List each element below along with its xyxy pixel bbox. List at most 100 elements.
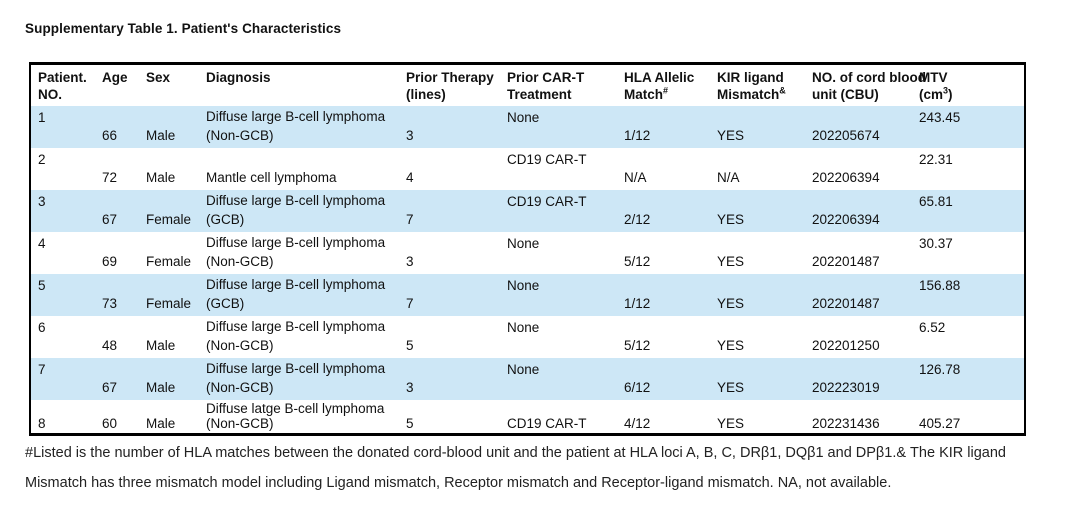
diagnosis-value: Mantle cell lymphoma [206, 170, 337, 185]
cell-prior-therapy-lines: 3 [406, 358, 507, 400]
patient-no-value: 1 [38, 110, 46, 125]
cell-cord-blood-unit-no: 202201487 [812, 274, 919, 316]
header-line: Prior Therapy [406, 70, 494, 85]
age-value: 66 [102, 128, 118, 143]
cell-prior-cart-treatment: CD19 CAR-T [507, 190, 624, 232]
table-row: 1 66 Male Diffuse large B-cell lymphoma (No… [31, 106, 1024, 148]
header-line: Patient. [38, 70, 87, 85]
patient-no-value: 4 [38, 236, 46, 251]
sex-value: Female [146, 254, 192, 269]
cell-diagnosis: Diffuse large B-cell lymphoma (GCB) [206, 274, 406, 316]
diagnosis-value: Diffuse large B-cell lymphoma (Non-GCB) [206, 361, 386, 395]
prior-cart-treatment-value: CD19 CAR-T [507, 194, 587, 209]
cell-prior-cart-treatment: None [507, 106, 624, 148]
cell-prior-cart-treatment: CD19 CAR-T [507, 400, 624, 433]
cord-blood-unit-no-value: 202206394 [812, 170, 880, 185]
footnote: #Listed is the number of HLA matches bet… [25, 438, 1071, 498]
header-cell-prior-therapy-lines: Prior Therapy (lines) [406, 65, 507, 106]
cell-mtv: 6.52 [919, 316, 1024, 358]
hla-allelic-match-value: 5/12 [624, 338, 651, 353]
sex-value: Male [146, 380, 176, 395]
patients-table: Patient. NO. Age Sex Diagnosis Prior Therapy (… [29, 62, 1026, 436]
kir-ligand-mismatch-value: YES [717, 338, 745, 353]
cord-blood-unit-no-value: 202201487 [812, 254, 880, 269]
cord-blood-unit-no-value: 202206394 [812, 212, 880, 227]
patient-no-value: 7 [38, 362, 46, 377]
cell-age: 73 [102, 274, 146, 316]
cell-kir-ligand-mismatch: YES [717, 190, 812, 232]
prior-therapy-lines-value: 3 [406, 254, 414, 269]
prior-cart-treatment-value: CD19 CAR-T [507, 416, 587, 431]
cell-prior-therapy-lines: 4 [406, 148, 507, 190]
cell-prior-cart-treatment: None [507, 274, 624, 316]
cell-mtv: 243.45 [919, 106, 1024, 148]
cell-diagnosis: Diffuse latge B-cell lymphoma (Non-GCB) [206, 400, 406, 433]
cell-patient-no: 3 [31, 190, 102, 232]
cell-prior-cart-treatment: None [507, 316, 624, 358]
kir-ligand-mismatch-value: YES [717, 416, 745, 431]
table-row: 8 60 Male Diffuse latge B-cell lymphoma (No… [31, 400, 1024, 433]
header-line: Prior CAR-T [507, 70, 585, 85]
patient-no-value: 5 [38, 278, 46, 293]
prior-cart-treatment-value: None [507, 320, 540, 335]
table-body: 1 66 Male Diffuse large B-cell lymphoma (No… [31, 106, 1024, 433]
cell-sex: Female [146, 232, 206, 274]
cell-patient-no: 4 [31, 232, 102, 274]
prior-cart-treatment-value: None [507, 236, 540, 251]
age-value: 48 [102, 338, 118, 353]
cell-hla-allelic-match: 5/12 [624, 316, 717, 358]
cell-cord-blood-unit-no: 202201250 [812, 316, 919, 358]
cell-diagnosis: Diffuse large B-cell lymphoma (GCB) [206, 190, 406, 232]
cell-sex: Female [146, 274, 206, 316]
cell-diagnosis: Mantle cell lymphoma [206, 148, 406, 190]
cell-patient-no: 2 [31, 148, 102, 190]
table-row: 4 69 Female Diffuse large B-cell lymphoma (… [31, 232, 1024, 274]
age-value: 67 [102, 212, 118, 227]
cell-hla-allelic-match: 5/12 [624, 232, 717, 274]
age-value: 67 [102, 380, 118, 395]
table-header: Patient. NO. Age Sex Diagnosis Prior Therapy (… [31, 65, 1024, 106]
cell-patient-no: 7 [31, 358, 102, 400]
cell-prior-therapy-lines: 3 [406, 106, 507, 148]
hla-allelic-match-value: 4/12 [624, 416, 651, 431]
diagnosis-value: Diffuse large B-cell lymphoma (Non-GCB) [206, 235, 386, 269]
cord-blood-unit-no-value: 202205674 [812, 128, 880, 143]
hla-allelic-match-value: 6/12 [624, 380, 651, 395]
header-cell-age: Age [102, 65, 146, 106]
cord-blood-unit-no-value: 202231436 [812, 416, 880, 431]
cell-mtv: 22.31 [919, 148, 1024, 190]
cell-mtv: 30.37 [919, 232, 1024, 274]
header-line: Age [102, 70, 128, 85]
header-line: KIR ligand [717, 70, 784, 85]
kir-ligand-mismatch-value: YES [717, 296, 745, 311]
cell-cord-blood-unit-no: 202205674 [812, 106, 919, 148]
sex-value: Male [146, 170, 176, 185]
cell-prior-therapy-lines: 5 [406, 400, 507, 433]
patient-no-value: 8 [38, 416, 46, 431]
cell-kir-ligand-mismatch: YES [717, 106, 812, 148]
cell-mtv: 65.81 [919, 190, 1024, 232]
cell-sex: Male [146, 316, 206, 358]
cell-cord-blood-unit-no: 202206394 [812, 190, 919, 232]
mtv-value: 6.52 [919, 320, 946, 335]
age-value: 72 [102, 170, 118, 185]
cell-sex: Male [146, 148, 206, 190]
hla-allelic-match-value: 1/12 [624, 128, 651, 143]
cell-prior-therapy-lines: 7 [406, 274, 507, 316]
table-row: 3 67 Female Diffuse large B-cell lymphoma (… [31, 190, 1024, 232]
header-cell-sex: Sex [146, 65, 206, 106]
cell-sex: Male [146, 358, 206, 400]
cell-age: 69 [102, 232, 146, 274]
header-line: HLA Allelic [624, 70, 695, 85]
cell-age: 66 [102, 106, 146, 148]
header-line: NO. of cord blood [812, 70, 926, 85]
header-line: NO. [38, 87, 63, 102]
age-value: 60 [102, 416, 118, 431]
cell-hla-allelic-match: 1/12 [624, 106, 717, 148]
kir-ligand-mismatch-value: N/A [717, 170, 740, 185]
cell-kir-ligand-mismatch: YES [717, 358, 812, 400]
cell-hla-allelic-match: N/A [624, 148, 717, 190]
prior-therapy-lines-value: 3 [406, 380, 414, 395]
sex-value: Male [146, 338, 176, 353]
header-line: (cm3) [919, 85, 953, 102]
